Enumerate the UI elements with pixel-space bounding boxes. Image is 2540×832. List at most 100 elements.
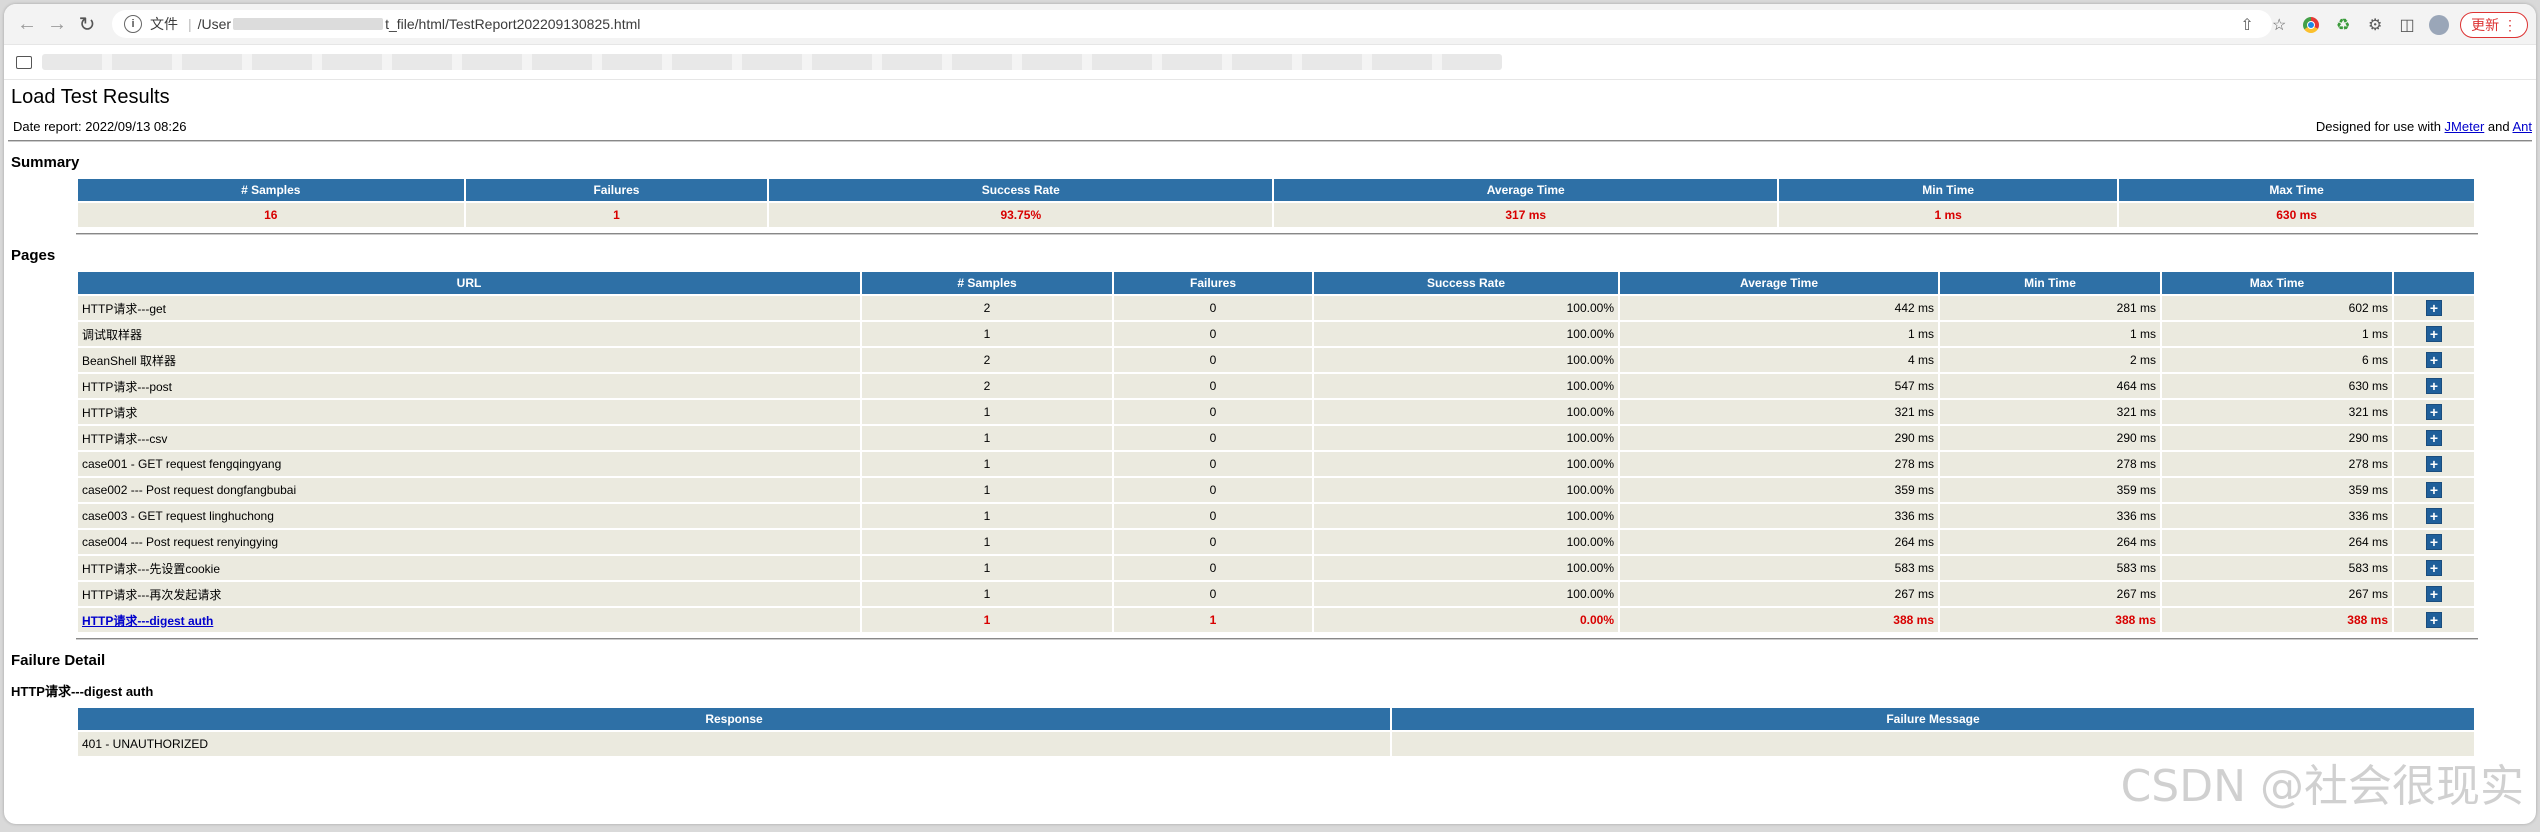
expand-plus-icon[interactable]: +: [2426, 456, 2442, 472]
cell-max-time: 264 ms: [2162, 530, 2392, 554]
cell-failures: 0: [1114, 400, 1312, 424]
failure-header-row: Response Failure Message: [78, 708, 2474, 730]
col-failures: Failures: [465, 179, 768, 201]
col-url: URL: [78, 272, 860, 294]
cell-expand: +: [2394, 426, 2474, 450]
cell-max-time: 388 ms: [2162, 608, 2392, 632]
back-icon[interactable]: ←: [17, 12, 37, 35]
cell-url: case001 - GET request fengqingyang: [78, 452, 860, 476]
failure-heading: Failure Detail: [11, 652, 106, 669]
cell-samples: 1: [862, 426, 1112, 450]
bookmarks-bar: [4, 45, 2536, 80]
sidebar-icon[interactable]: ◫: [2399, 17, 2415, 34]
col-response: Response: [78, 708, 1390, 730]
expand-plus-icon[interactable]: +: [2426, 430, 2442, 446]
expand-plus-icon[interactable]: +: [2426, 508, 2442, 524]
address-bar[interactable]: i 文件 | /User t_file/html/TestReport20220…: [112, 10, 2272, 38]
cell-samples: 1: [862, 504, 1112, 528]
ant-link[interactable]: Ant: [2512, 119, 2532, 134]
bookmark-folder-icon[interactable]: [16, 55, 32, 69]
expand-plus-icon[interactable]: +: [2426, 560, 2442, 576]
cell-max-time: 6 ms: [2162, 348, 2392, 372]
expand-plus-icon[interactable]: +: [2426, 482, 2442, 498]
cell-average-time: 388 ms: [1620, 608, 1938, 632]
cell-max-time: 359 ms: [2162, 478, 2392, 502]
table-row: case002 --- Post request dongfangbubai 1 0…: [78, 478, 2474, 502]
cell-url: HTTP请求---digest auth: [78, 608, 860, 632]
cell-url: case002 --- Post request dongfangbubai: [78, 478, 860, 502]
expand-plus-icon[interactable]: +: [2426, 612, 2442, 628]
cell-min-time: 290 ms: [1940, 426, 2160, 450]
profile-avatar[interactable]: [2428, 14, 2450, 36]
cell-max-time: 336 ms: [2162, 504, 2392, 528]
col-failure-message: Failure Message: [1392, 708, 2474, 730]
col-min-time: Min Time: [1940, 272, 2160, 294]
cell-average-time: 583 ms: [1620, 556, 1938, 580]
cell-min-time: 321 ms: [1940, 400, 2160, 424]
cell-samples: 2: [862, 296, 1112, 320]
col-min-time: Min Time: [1779, 179, 2118, 201]
cell-expand: +: [2394, 452, 2474, 476]
cell-samples: 1: [862, 556, 1112, 580]
cell-average-time: 359 ms: [1620, 478, 1938, 502]
cell-max-time: 278 ms: [2162, 452, 2392, 476]
failed-url-link[interactable]: HTTP请求---digest auth: [82, 613, 214, 628]
cell-samples: 2: [862, 374, 1112, 398]
forward-icon[interactable]: →: [47, 12, 67, 35]
cell-min-time: 1 ms: [1940, 322, 2160, 346]
cell-url: 调试取样器: [78, 322, 860, 346]
designed-prefix: Designed for use with: [2315, 119, 2445, 134]
cell-min-time: 281 ms: [1940, 296, 2160, 320]
chrome-extension-icon[interactable]: [2300, 14, 2322, 36]
cell-average-time: 267 ms: [1620, 582, 1938, 606]
url-prefix: /User: [197, 16, 232, 32]
col-success-rate: Success Rate: [769, 179, 1273, 201]
cell-expand: +: [2394, 400, 2474, 424]
cell-average-time: 278 ms: [1620, 452, 1938, 476]
cell-max-time: 583 ms: [2162, 556, 2392, 580]
cell-samples: 1: [862, 608, 1112, 632]
expand-plus-icon[interactable]: +: [2426, 378, 2442, 394]
summary-samples: 16: [78, 203, 464, 227]
cell-url: case003 - GET request linghuchong: [78, 504, 860, 528]
cell-failures: 0: [1114, 296, 1312, 320]
cell-failures: 0: [1114, 556, 1312, 580]
expand-plus-icon[interactable]: +: [2426, 352, 2442, 368]
expand-plus-icon[interactable]: +: [2426, 326, 2442, 342]
reload-icon[interactable]: ↻: [78, 13, 96, 36]
cell-samples: 1: [862, 530, 1112, 554]
failure-table: Response Failure Message 401 - UNAUTHORI…: [76, 706, 2476, 758]
cell-min-time: 264 ms: [1940, 530, 2160, 554]
cell-failures: 0: [1114, 504, 1312, 528]
cell-success-rate: 100.00%: [1314, 530, 1618, 554]
pages-header-row: URL # Samples Failures Success Rate Aver…: [78, 272, 2474, 294]
cell-failures: 0: [1114, 582, 1312, 606]
share-icon[interactable]: ⇧: [2240, 17, 2254, 34]
divider: [76, 233, 2478, 235]
cell-success-rate: 100.00%: [1314, 426, 1618, 450]
bookmarks-redacted: [42, 54, 1502, 70]
divider: [8, 140, 2532, 142]
cell-failures: 0: [1114, 348, 1312, 372]
watermark: CSDN @社会很现实: [2120, 761, 2524, 812]
info-icon[interactable]: i: [124, 15, 142, 33]
cell-average-time: 1 ms: [1620, 322, 1938, 346]
cell-success-rate: 0.00%: [1314, 608, 1618, 632]
puzzle-icon[interactable]: ⚙: [2367, 17, 2383, 34]
cell-success-rate: 100.00%: [1314, 582, 1618, 606]
expand-plus-icon[interactable]: +: [2426, 404, 2442, 420]
jmeter-link[interactable]: JMeter: [2444, 119, 2485, 134]
update-button[interactable]: 更新 ⋮: [2460, 12, 2528, 38]
table-row: case003 - GET request linghuchong 1 0 100.0…: [78, 504, 2474, 528]
cell-samples: 1: [862, 478, 1112, 502]
and-text: and: [2484, 119, 2513, 134]
expand-plus-icon[interactable]: +: [2426, 586, 2442, 602]
expand-plus-icon[interactable]: +: [2426, 300, 2442, 316]
cell-url: HTTP请求---再次发起请求: [78, 582, 860, 606]
url-redacted: [233, 18, 384, 30]
bookmark-star-icon[interactable]: ☆: [2271, 17, 2287, 34]
summary-failures: 1: [465, 203, 768, 227]
cell-average-time: 264 ms: [1620, 530, 1938, 554]
extension-icon[interactable]: ♻: [2335, 17, 2351, 34]
expand-plus-icon[interactable]: +: [2426, 534, 2442, 550]
